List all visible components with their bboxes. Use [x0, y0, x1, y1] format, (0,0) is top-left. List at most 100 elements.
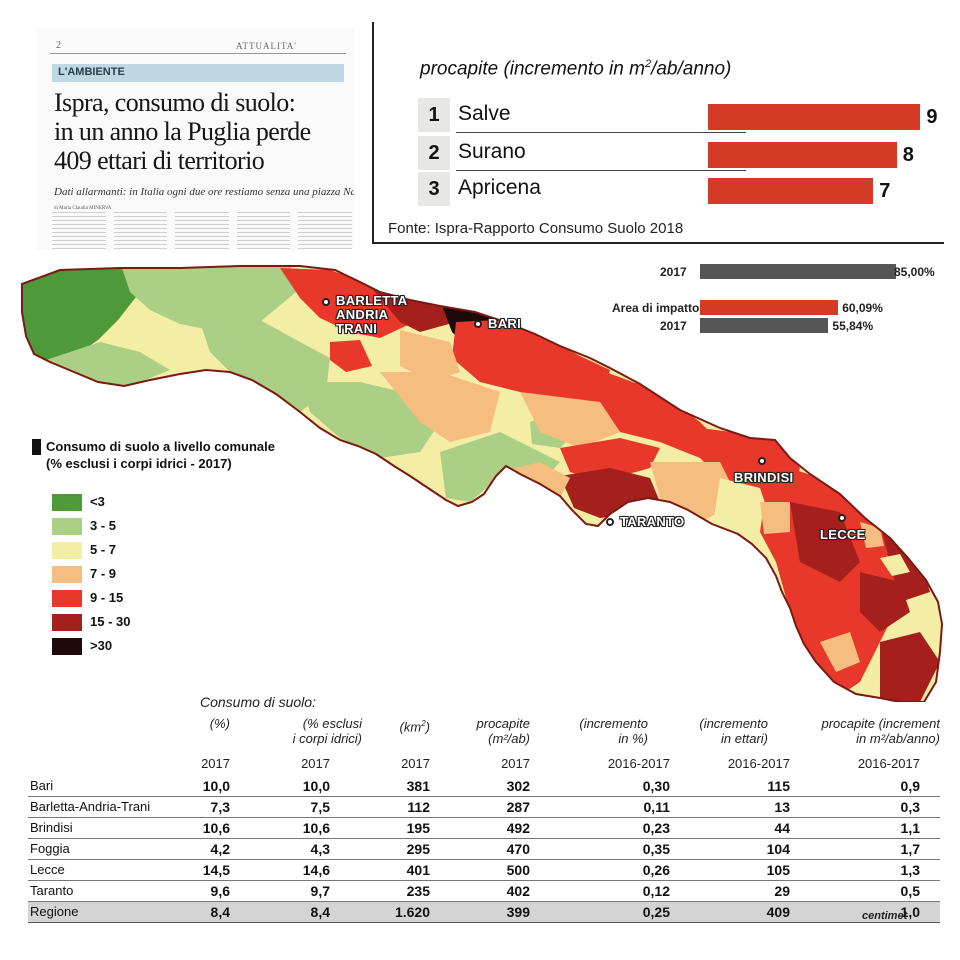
header-line: (incremento [579, 716, 648, 731]
legend-label: >30 [90, 638, 113, 653]
header-sup: 2 [421, 719, 426, 728]
rank-value: 8 [902, 144, 914, 166]
section-name: ATTUALITA' [236, 41, 297, 51]
table-cell: 10,6 [202, 820, 230, 836]
column-year: 2016-2017 [857, 756, 920, 771]
rank-number: 2 [418, 136, 450, 170]
table-cell: 401 [406, 862, 430, 878]
table-cell: 0,30 [642, 778, 670, 794]
table-row: Brindisi 10,6 10,6 195 492 0,23 44 1,1 [28, 818, 940, 839]
comparison-bar [700, 318, 829, 333]
city-dot-taranto [606, 518, 614, 526]
puglia-map: BARLETTA ANDRIA TRANI BARI BRINDISI TARA… [0, 262, 960, 702]
table-cell: 0,3 [900, 799, 920, 815]
city-dot-lecce [838, 514, 846, 522]
headline-line: 409 ettari di territorio [54, 146, 265, 175]
clipping-byline: di Maria Claudia MINERVA [54, 206, 112, 211]
comparison-bar [700, 264, 896, 279]
publisher-logo: centimet [862, 910, 908, 922]
header-line: (m²/ab) [488, 731, 530, 746]
ranking-row: 3 Apricena 7 [418, 172, 946, 206]
legend-title-line: (% esclusi i corpi idrici - 2017) [46, 456, 232, 471]
header-line: (km [399, 719, 422, 735]
table-cell: 104 [766, 841, 790, 857]
row-name: Regione [30, 904, 79, 919]
city-label-barletta: BARLETTA ANDRIA TRANI [336, 293, 408, 336]
table-row: Lecce 14,5 14,6 401 500 0,26 105 1,3 [28, 860, 940, 881]
city-dot-barletta [322, 298, 330, 306]
row-name: Barletta-Andria-Trani [30, 799, 151, 814]
table-cell: 8,4 [210, 904, 230, 920]
table-cell: 0,26 [642, 862, 670, 878]
header-line: procapite [476, 716, 530, 731]
city-dot-bari [474, 320, 482, 328]
legend-swatch [52, 494, 82, 511]
header-line: (% esclusi [302, 716, 362, 731]
table-cell: 0,12 [642, 883, 670, 899]
table-row: Taranto 9,6 9,7 235 402 0,12 29 0,5 [28, 881, 940, 902]
legend-swatch [52, 542, 82, 559]
table-cell: 1.620 [394, 904, 430, 920]
ranking-panel: procapite (incremento in m2/ab/anno) 1 S… [372, 22, 944, 244]
table-cell: 105 [766, 862, 790, 878]
table-cell: 381 [406, 778, 430, 794]
table-cell: 235 [406, 883, 430, 899]
rank-name: Salve [458, 102, 511, 125]
table-cell: 14,5 [202, 862, 230, 878]
city-label-brindisi: BRINDISI [734, 470, 794, 485]
table-cell: 0,9 [900, 778, 920, 794]
table-cell: 0,25 [642, 904, 670, 920]
city-label-lecce: LECCE [820, 527, 866, 542]
newspaper-clipping: 2 ATTUALITA' L'AMBIENTE Ispra, consumo d… [36, 28, 354, 250]
table-cell: 1,7 [900, 841, 920, 857]
headline-line: in un anno la Puglia perde [54, 117, 311, 146]
page-number: 2 [56, 40, 61, 51]
table-cell: 10,0 [302, 778, 330, 794]
text-column [236, 212, 291, 250]
comparison-value: 60,09% [842, 301, 883, 315]
row-name: Bari [30, 778, 54, 793]
table-cell: 409 [766, 904, 790, 920]
rank-number: 3 [418, 172, 450, 206]
legend-label: 15 - 30 [90, 614, 131, 629]
column-header: (km2) [400, 716, 430, 734]
legend-mark [32, 439, 41, 455]
source-note: Fonte: Ispra-Rapporto Consumo Suolo 2018 [388, 220, 684, 237]
ranking-title-text: procapite (incremento in m [420, 58, 645, 80]
ranking-title-end: /ab/anno) [651, 58, 732, 80]
legend-label: 7 - 9 [90, 566, 117, 581]
column-year: 2017 [501, 756, 530, 771]
legend-swatch [52, 518, 82, 535]
headline-line: Ispra, consumo di suolo: [54, 88, 296, 117]
legend-title: Consumo di suolo a livello comunale (% e… [32, 438, 312, 472]
ranking-row: 2 Surano 8 [418, 136, 946, 171]
ranking-title-sup: 2 [644, 58, 652, 70]
map-svg [21, 265, 944, 702]
legend-swatch [52, 614, 82, 631]
rank-bar [708, 178, 874, 204]
table-cell: 8,4 [310, 904, 330, 920]
column-header: (incremento in %) [579, 716, 648, 746]
legend-swatch [52, 566, 82, 583]
comparison-bar [700, 300, 839, 315]
legend-label: 5 - 7 [90, 542, 117, 557]
table-cell: 7,3 [210, 799, 230, 815]
ranking-row: 1 Salve 9 [418, 98, 946, 133]
table-row: Bari 10,0 10,0 381 302 0,30 115 0,9 [28, 776, 940, 797]
legend-swatch [52, 590, 82, 607]
table-row: Regione 8,4 8,4 1.620 399 0,25 409 1,0 [28, 902, 940, 923]
rank-bar [708, 142, 897, 168]
table-cell: 4,2 [210, 841, 230, 857]
legend-label: 3 - 5 [90, 518, 117, 533]
table-cell: 29 [774, 883, 790, 899]
column-year: 2017 [201, 756, 230, 771]
table-cell: 10,0 [202, 778, 230, 794]
table-cell: 0,23 [642, 820, 670, 836]
legend-label: <3 [90, 494, 105, 509]
header-line-end: ) [425, 719, 430, 735]
table-cell: 112 [407, 799, 430, 815]
region-outline [21, 265, 944, 702]
legend-label: 9 - 15 [90, 590, 124, 605]
column-year: 2017 [301, 756, 330, 771]
map-legend: Consumo di suolo a livello comunale (% e… [32, 438, 312, 655]
